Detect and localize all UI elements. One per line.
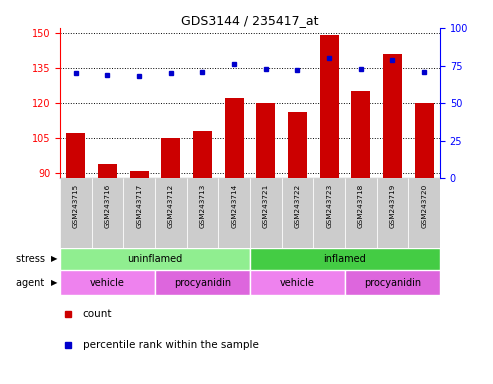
Text: stress: stress	[16, 254, 48, 264]
Text: GSM243723: GSM243723	[326, 184, 332, 228]
Bar	[123, 178, 155, 248]
Bar	[282, 178, 314, 248]
Text: vehicle: vehicle	[280, 278, 315, 288]
Text: GSM243717: GSM243717	[136, 184, 142, 228]
Bar	[225, 98, 244, 178]
Text: count: count	[83, 309, 112, 319]
Bar	[250, 270, 345, 295]
Bar	[67, 134, 85, 178]
Bar	[60, 270, 155, 295]
Text: GSM243716: GSM243716	[105, 184, 110, 228]
Bar	[345, 270, 440, 295]
Text: uninflamed: uninflamed	[127, 254, 182, 264]
Text: inflamed: inflamed	[323, 254, 366, 264]
Text: GSM243721: GSM243721	[263, 184, 269, 228]
Text: vehicle: vehicle	[90, 278, 125, 288]
Bar	[377, 178, 408, 248]
Text: GSM243719: GSM243719	[389, 184, 395, 228]
Bar	[408, 178, 440, 248]
Text: GSM243718: GSM243718	[358, 184, 364, 228]
Text: GSM243714: GSM243714	[231, 184, 237, 228]
Bar	[345, 178, 377, 248]
Bar	[250, 178, 282, 248]
Text: ▶: ▶	[51, 278, 58, 287]
Bar	[161, 138, 180, 178]
Bar	[288, 113, 307, 178]
Text: GSM243712: GSM243712	[168, 184, 174, 228]
Text: agent: agent	[16, 278, 48, 288]
Bar	[187, 178, 218, 248]
Text: GSM243715: GSM243715	[73, 184, 79, 228]
Bar	[250, 248, 440, 270]
Bar	[218, 178, 250, 248]
Bar	[60, 178, 92, 248]
Bar	[352, 91, 370, 178]
Bar	[319, 35, 339, 178]
Text: procyanidin: procyanidin	[364, 278, 421, 288]
Text: ▶: ▶	[51, 255, 58, 263]
Bar	[193, 131, 212, 178]
Bar	[314, 178, 345, 248]
Text: percentile rank within the sample: percentile rank within the sample	[83, 340, 259, 350]
Bar	[415, 103, 434, 178]
Text: GSM243713: GSM243713	[200, 184, 206, 228]
Title: GDS3144 / 235417_at: GDS3144 / 235417_at	[181, 14, 319, 27]
Bar	[98, 164, 117, 178]
Bar	[92, 178, 123, 248]
Text: GSM243722: GSM243722	[294, 184, 301, 228]
Bar	[130, 171, 149, 178]
Bar	[383, 54, 402, 178]
Text: procyanidin: procyanidin	[174, 278, 231, 288]
Text: GSM243720: GSM243720	[421, 184, 427, 228]
Bar	[60, 248, 250, 270]
Bar	[256, 103, 275, 178]
Bar	[155, 270, 250, 295]
Bar	[155, 178, 187, 248]
